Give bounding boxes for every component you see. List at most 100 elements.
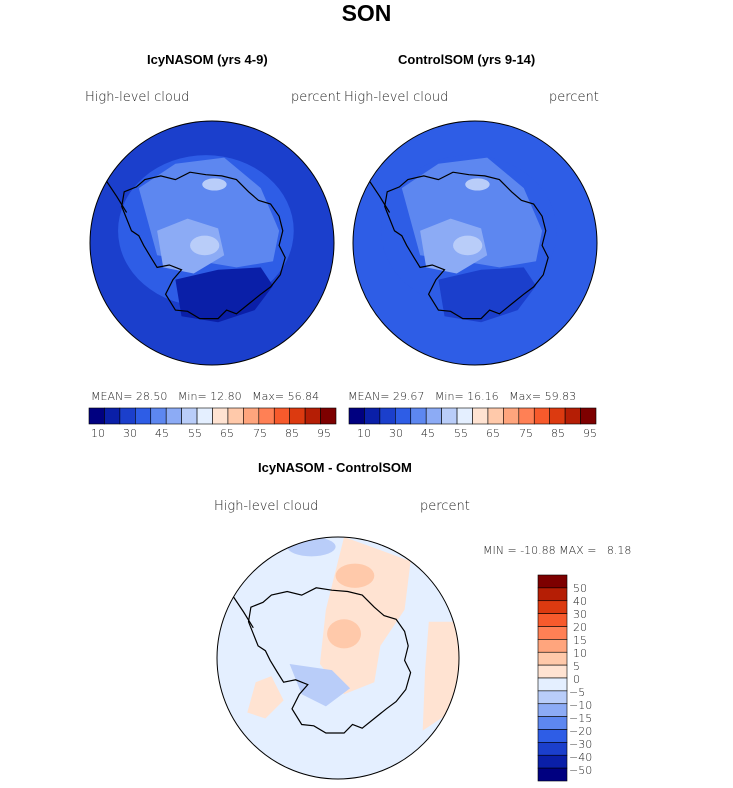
panel3-variable: High-level cloud bbox=[214, 499, 319, 514]
panel1-tick-label: 45 bbox=[155, 427, 169, 440]
panel2-colorbar-swatch bbox=[456, 407, 473, 425]
panel3-min-label: MIN = bbox=[483, 544, 517, 557]
panel2-colorbar-swatch bbox=[379, 407, 396, 425]
panel2-tick-label: 65 bbox=[486, 427, 500, 440]
panel2-colorbar-swatch bbox=[564, 407, 581, 425]
panel3-colorbar-swatch bbox=[537, 716, 568, 730]
panel3-colorbar-swatch bbox=[537, 574, 568, 589]
panel3-colorbar-swatch bbox=[537, 600, 568, 614]
panel3-colorbar-swatch bbox=[537, 626, 568, 640]
panel3-tick-label: −10 bbox=[569, 699, 593, 712]
panel1-variable: High-level cloud bbox=[85, 90, 190, 105]
panel3-tick-label: 15 bbox=[573, 634, 587, 647]
panel2-colorbar-swatch bbox=[549, 407, 566, 425]
panel2-tick-label: 30 bbox=[389, 427, 403, 440]
panel3-stats: MIN = -10.88 MAX = 8.18 bbox=[483, 544, 631, 557]
panel2-stats: MEAN= 29.67 Min= 16.16 Max= 59.83 bbox=[348, 390, 576, 403]
panel3-tick-label: −50 bbox=[569, 764, 593, 777]
panel3-tick-label: −5 bbox=[569, 686, 586, 699]
panel3-title: IcyNASOM - ControlSOM bbox=[258, 460, 412, 475]
panel2-max-label: Max= bbox=[509, 390, 542, 403]
panel1-colorbar-swatch bbox=[273, 407, 290, 425]
field-negative bbox=[289, 664, 351, 707]
panel2-tick-label: 45 bbox=[421, 427, 435, 440]
panel3-max-value: 8.18 bbox=[606, 544, 632, 557]
panel2-colorbar-swatch bbox=[580, 407, 597, 425]
panel3-tick-label: −30 bbox=[569, 738, 593, 751]
field-peak-north bbox=[202, 178, 227, 191]
panel1-stats: MEAN= 28.50 Min= 12.80 Max= 56.84 bbox=[91, 390, 319, 403]
panel2-title: ControlSOM (yrs 9-14) bbox=[398, 52, 536, 67]
panel2-colorbar-swatch bbox=[503, 407, 520, 425]
panel3-map bbox=[217, 537, 459, 779]
panel2-min-label: Min= bbox=[434, 390, 464, 403]
panel2-colorbar-swatch bbox=[533, 407, 550, 425]
panel3-tick-label: 30 bbox=[573, 608, 587, 621]
panel1-colorbar-swatch bbox=[289, 407, 306, 425]
panel2-max-value: 59.83 bbox=[544, 390, 577, 403]
field-positive-west bbox=[247, 676, 284, 719]
field-peak bbox=[453, 235, 483, 256]
coastline bbox=[384, 171, 549, 320]
panel1-tick-label: 10 bbox=[91, 427, 105, 440]
panel1-colorbar-swatch bbox=[104, 407, 121, 425]
panel1-colorbar-swatch bbox=[135, 407, 152, 425]
panel3-colorbar-swatch bbox=[537, 690, 568, 705]
panel2-colorbar-swatch bbox=[395, 407, 412, 425]
field-dry-sector bbox=[438, 267, 536, 323]
panel1-colorbar-swatch bbox=[181, 407, 198, 425]
panel3-tick-label: 0 bbox=[573, 673, 580, 686]
panel1-tick-label: 65 bbox=[220, 427, 234, 440]
field-peak bbox=[190, 235, 220, 256]
panel2-min-value: 16.16 bbox=[467, 390, 499, 403]
panel1-colorbar-swatch bbox=[150, 407, 167, 425]
panel2-colorbar-swatch bbox=[487, 407, 504, 425]
panel2-tick-label: 55 bbox=[454, 427, 468, 440]
panel1-tick-label: 85 bbox=[285, 427, 299, 440]
field-positive-core bbox=[327, 619, 361, 649]
field-peak-north bbox=[465, 178, 490, 191]
panel1-tick-label: 95 bbox=[317, 427, 331, 440]
panel2-colorbar-swatch bbox=[364, 407, 381, 425]
panel1-colorbar-swatch bbox=[320, 407, 337, 425]
panel2-colorbar-swatch bbox=[410, 407, 427, 425]
panel2-units: percent bbox=[549, 90, 599, 105]
panel1-colorbar-swatch bbox=[212, 407, 229, 425]
panel1-units: percent bbox=[291, 90, 341, 105]
panel2-tick-label: 10 bbox=[357, 427, 371, 440]
panel3-tick-label: −20 bbox=[569, 725, 593, 738]
panel1-colorbar-swatch bbox=[165, 407, 182, 425]
panel1-mean-value: 28.50 bbox=[135, 390, 168, 403]
panel2-colorbar-swatch bbox=[472, 407, 489, 425]
panel1-colorbar-swatch bbox=[304, 407, 321, 425]
figure-title: SON bbox=[341, 0, 392, 26]
field-positive-core bbox=[335, 563, 375, 588]
panel1-colorbar-swatch bbox=[227, 407, 244, 425]
panel1-colorbar-swatch bbox=[243, 407, 260, 425]
panel3-map-border bbox=[216, 536, 460, 780]
panel3-colorbar-swatch bbox=[537, 587, 568, 602]
panel2-tick-label: 75 bbox=[519, 427, 533, 440]
panel3-colorbar-swatch bbox=[537, 729, 568, 743]
panel1-colorbar-swatch bbox=[258, 407, 275, 425]
panel2-colorbar-swatch bbox=[518, 407, 535, 425]
panel2-mean-value: 29.67 bbox=[392, 390, 425, 403]
panel1-mean-label: MEAN= bbox=[91, 390, 133, 403]
panel3-tick-label: −40 bbox=[569, 751, 593, 764]
panel3-colorbar-swatch bbox=[537, 767, 568, 782]
panel1-max-value: 56.84 bbox=[287, 390, 320, 403]
panel1-tick-label: 75 bbox=[253, 427, 267, 440]
panel2-map bbox=[353, 121, 597, 365]
panel1-min-value: 12.80 bbox=[210, 390, 242, 403]
panel2-mean-label: MEAN= bbox=[348, 390, 390, 403]
panel1-colorbar-swatch bbox=[119, 407, 136, 425]
panel3-min-value: -10.88 bbox=[520, 544, 556, 557]
panel1-colorbar-swatch bbox=[196, 407, 213, 425]
panel3-colorbar-swatch bbox=[537, 613, 568, 627]
panel1-tick-label: 55 bbox=[188, 427, 202, 440]
panel3-colorbar-swatch bbox=[537, 639, 568, 653]
panel2-colorbar-swatch bbox=[441, 407, 458, 425]
panel3-colorbar-swatch bbox=[537, 742, 568, 756]
panel3-tick-label: 20 bbox=[573, 621, 587, 634]
